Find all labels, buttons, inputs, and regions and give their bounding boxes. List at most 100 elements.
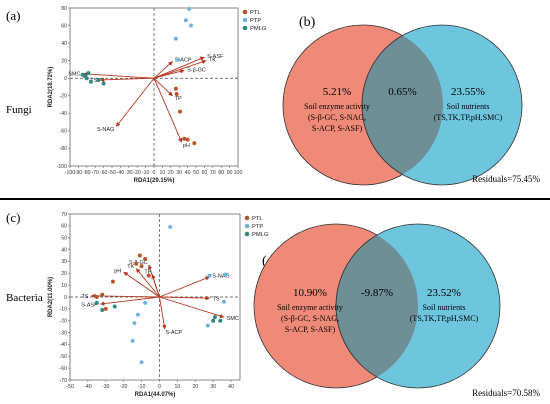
arrow-label: S-ASF [81,302,98,308]
arrow-s-nag [159,276,210,298]
legend-marker-ptl [244,215,250,221]
point-ptp [221,299,226,304]
venn-overlap-b [361,25,443,185]
point-ptp [136,312,140,317]
point-ptp [143,300,148,305]
row-label-fungi: Fungi [6,104,32,116]
venn-overlap-d [335,224,418,388]
venn-left-label-d-1: Soil enzyme activity [277,303,343,312]
y-tick-label: 20 [61,271,67,277]
legend-label-pmlg: PMLG [250,26,267,32]
legend-label-ptp: PTP [252,224,263,230]
y-tick-label: -100 [57,164,67,170]
point-pmlg [94,300,99,305]
x-tick-label: 80 [218,170,224,176]
venn-right-percent-d: 23.52% [427,287,461,299]
row-label-bacteria: Bacteria [6,292,43,304]
point-ptl [103,306,108,311]
arrow-ts [159,295,211,301]
y-tick-label: 40 [61,247,67,253]
legend-label-pmlg: PMLG [252,232,269,238]
venn-residuals-b: Residuals=75.45% [472,174,540,184]
point-ptl [100,292,105,297]
arrow-label: pH [183,143,190,149]
arrow-label: S-NAG [97,127,114,133]
point-ptp [205,323,210,328]
point-ptl [146,273,151,278]
y-tick-label: 50 [61,236,67,242]
y-tick-label: -10 [60,307,68,313]
plot-frame [69,7,239,167]
point-pmlg [212,315,217,320]
point-ptl [134,261,139,266]
point-ptp [223,272,228,277]
point-pmlg [84,76,89,81]
point-ptl [139,264,144,269]
arrow-tp [153,77,173,97]
point-pmlg [96,77,101,82]
y-axis-label: RDA2(18.72%) [48,67,54,108]
y-tick-label: -40 [60,111,68,117]
x-tick-label: 40 [185,170,191,176]
arrow-label: TP [144,270,151,276]
arrow-label: S-ASF [207,54,224,60]
panel-label-a: (a) [6,8,20,23]
x-tick-label: -60 [100,170,108,176]
venn-right-label-d-2: (TS,TK,TP,pH,SMC) [410,314,479,323]
y-tick-label: -50 [60,354,68,360]
point-pmlg [101,81,106,86]
y-tick-label: 20 [61,58,67,64]
point-ptl [94,295,99,299]
point-pmlg [112,304,117,309]
venn-left-percent-b: 5.21% [323,86,351,98]
point-ptp [168,225,173,230]
arrow-ph [123,271,160,298]
x-tick-label: 20 [168,170,174,176]
arrow-label: pH [114,268,121,274]
venn-overlap-percent-b: 0.65% [388,86,416,98]
legend-marker-pmlg [244,231,250,237]
x-tick-label: 100 [234,170,243,176]
y-tick-label: -20 [60,319,68,325]
legend-marker-ptp [242,17,248,23]
x-tick-label: -40 [117,170,125,176]
point-ptl [110,279,115,284]
arrow-tp [151,274,160,298]
arrow-ph [153,78,183,143]
y-tick-label: 70 [61,212,67,218]
point-ptl [178,109,183,114]
x-tick-label: 30 [176,170,182,176]
arrow-label: TK [127,264,134,270]
x-tick-label: -30 [102,384,110,390]
x-tick-label: 50 [193,170,199,176]
point-pmlg [86,70,91,75]
arrow-s-gc [153,69,185,79]
venn-right-label-d-1: Soil nutrients [423,303,466,312]
y-tick-label: 0 [64,295,67,301]
arrow-ts [99,77,155,83]
venn-right-label-b-2: (TS,TK,TP,pH,SMC) [434,113,503,122]
arrow-label: TS [213,296,220,302]
y-tick-label: 60 [61,23,67,29]
point-ptl [137,253,142,258]
x-tick-label: -70 [91,170,99,176]
point-ptl [182,136,187,141]
legend-marker-pmlg [242,25,248,31]
arrow-smc [159,296,225,319]
x-tick-label: 90 [227,170,233,176]
venn-left-label-d-2: (S-β-GC, S-NAG, [281,314,339,323]
x-axis-label: RDA1(44.07%) [135,392,176,398]
point-ptp [139,360,144,365]
x-tick-label: -20 [133,170,141,176]
rda-plot-fungi: (a) Fungi -100 -90 -80 -70 -60 -50 -40 -30 -20 -1… [6,6,267,184]
arrow-label: TK [209,58,216,64]
arrow-s-nag [115,77,155,127]
x-tick-label: -10 [142,170,150,176]
x-tick-label: -50 [66,384,74,390]
point-ptp [188,23,193,28]
y-tick-label: -60 [60,129,68,135]
x-tick-label: -90 [75,170,83,176]
y-tick-label: 10 [61,283,67,289]
venn-left-label-d-3: S-ACP, S-ASF) [285,325,336,334]
